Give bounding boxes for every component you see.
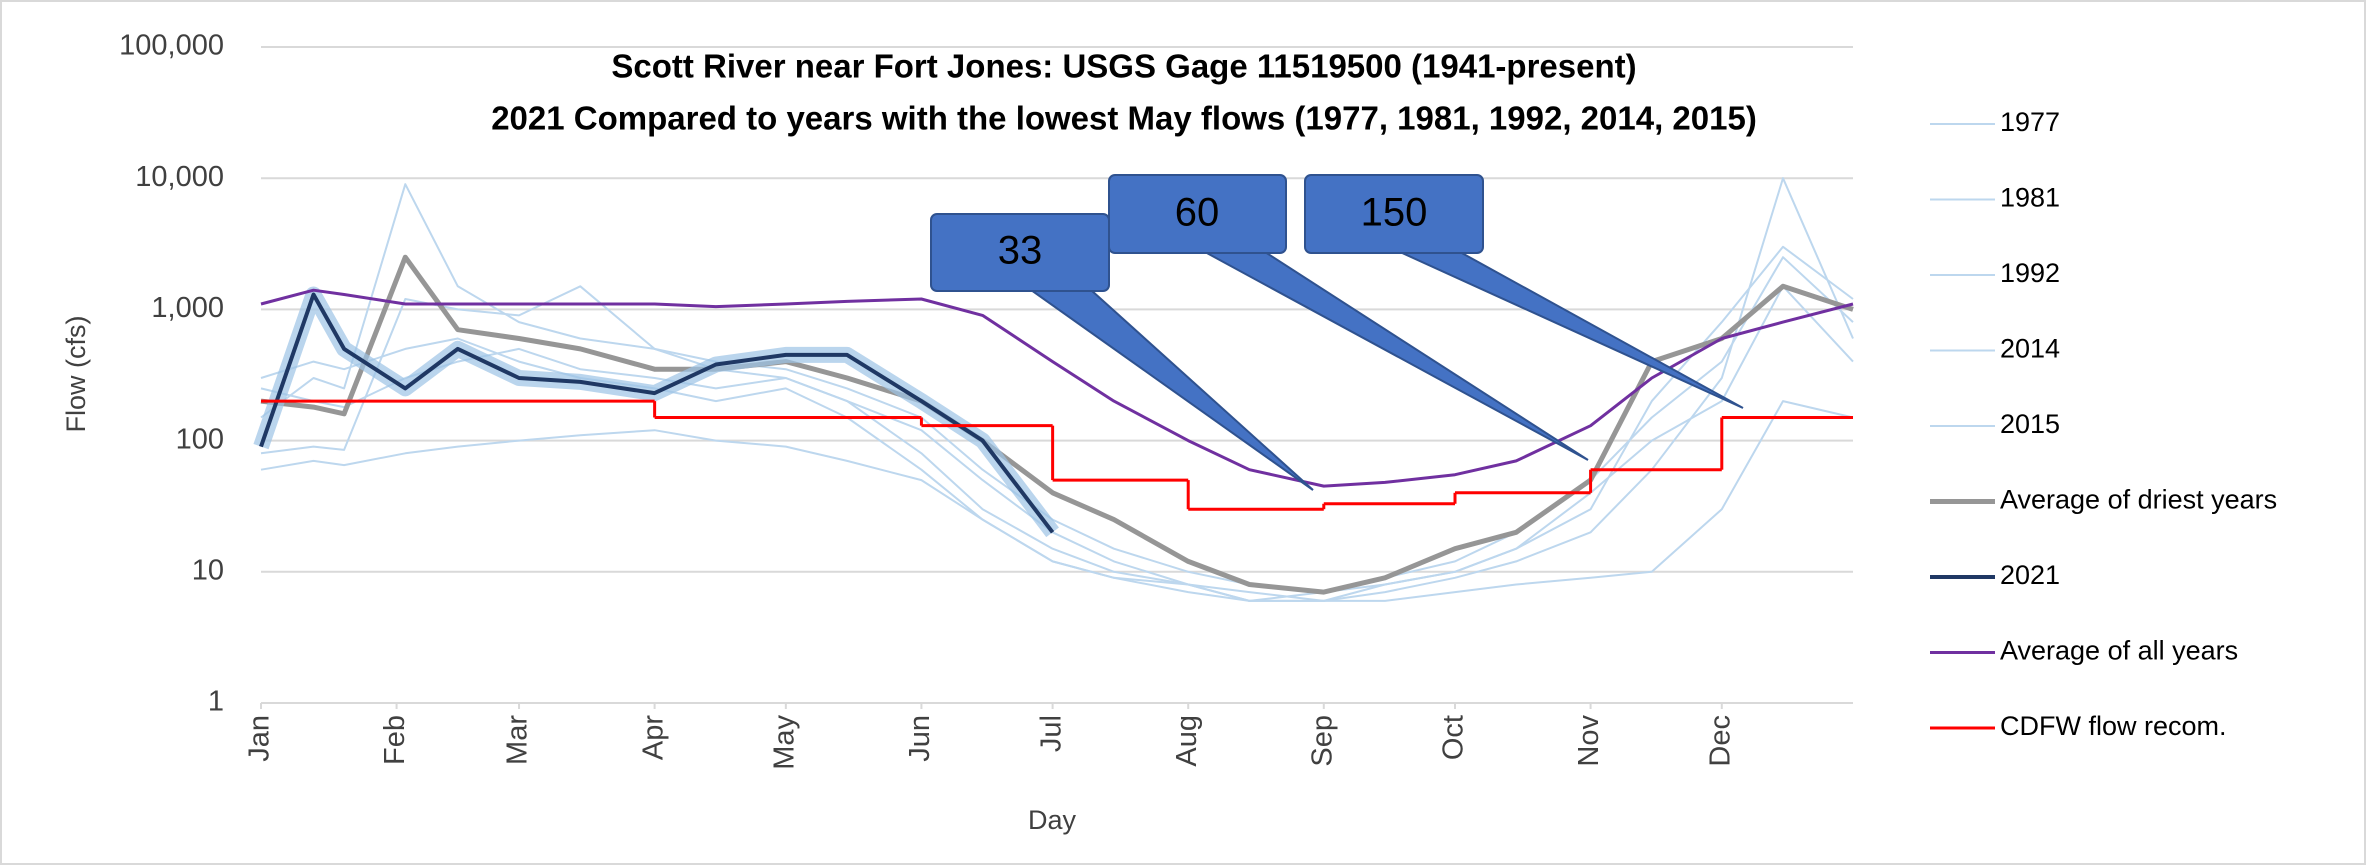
legend-label: 1981 — [2000, 183, 2060, 213]
chart-subtitle: 2021 Compared to years with the lowest M… — [491, 100, 1757, 137]
x-tick-label: Jun — [904, 715, 936, 762]
y-tick-label: 10,000 — [135, 161, 224, 193]
y-tick-label: 1,000 — [151, 292, 224, 324]
x-tick-label: Dec — [1704, 715, 1736, 767]
legend-label: 2021 — [2000, 560, 2060, 590]
callout-text: 33 — [998, 229, 1043, 273]
legend-label: 1992 — [2000, 258, 2060, 288]
legend-label: 1977 — [2000, 107, 2060, 137]
callout-box — [930, 213, 1110, 292]
legend: 1977 1981 1992 2014 2015 Average of driest ye… — [1930, 107, 2277, 741]
legend-label: Average of all years — [2000, 636, 2238, 666]
y-tick-label: 10 — [192, 554, 224, 586]
callout-text: 60 — [1175, 191, 1220, 235]
x-tick-label: Sep — [1306, 715, 1338, 767]
series-line — [260, 288, 1854, 488]
plot-area — [253, 177, 1854, 602]
x-tick-label: Feb — [379, 715, 411, 765]
x-tick-label: Jul — [1035, 715, 1067, 752]
series-line — [259, 292, 1055, 534]
callout: 33 — [930, 213, 1314, 491]
x-tick-label: Mar — [502, 715, 534, 765]
x-tick-label: Oct — [1438, 715, 1470, 760]
callout-box — [1108, 174, 1287, 254]
y-tick-label: 100,000 — [119, 30, 224, 62]
callout-text: 150 — [1361, 191, 1428, 235]
legend-label: 2014 — [2000, 334, 2060, 364]
callout: 150 — [1304, 174, 1744, 409]
x-tick-label: May — [768, 715, 800, 770]
legend-label: 2015 — [2000, 409, 2060, 439]
x-tick-label: Nov — [1573, 715, 1605, 767]
x-tick-label: Aug — [1171, 715, 1203, 767]
x-tick-label: Jan — [244, 715, 276, 762]
x-axis-label: Day — [1028, 805, 1077, 835]
legend-label: CDFW flow recom. — [2000, 711, 2227, 741]
y-tick-label: 1 — [208, 686, 224, 718]
y-tick-label: 100 — [176, 423, 224, 455]
series-line — [260, 254, 1854, 595]
chart-title: Scott River near Fort Jones: USGS Gage 1… — [611, 48, 1636, 85]
callout-box — [1304, 174, 1484, 254]
legend-label: Average of driest years — [2000, 485, 2277, 515]
y-axis-label: Flow (cfs) — [61, 316, 91, 433]
series-line — [260, 285, 1854, 602]
callout: 60 — [1108, 174, 1589, 461]
x-tick-label: Apr — [637, 715, 669, 760]
